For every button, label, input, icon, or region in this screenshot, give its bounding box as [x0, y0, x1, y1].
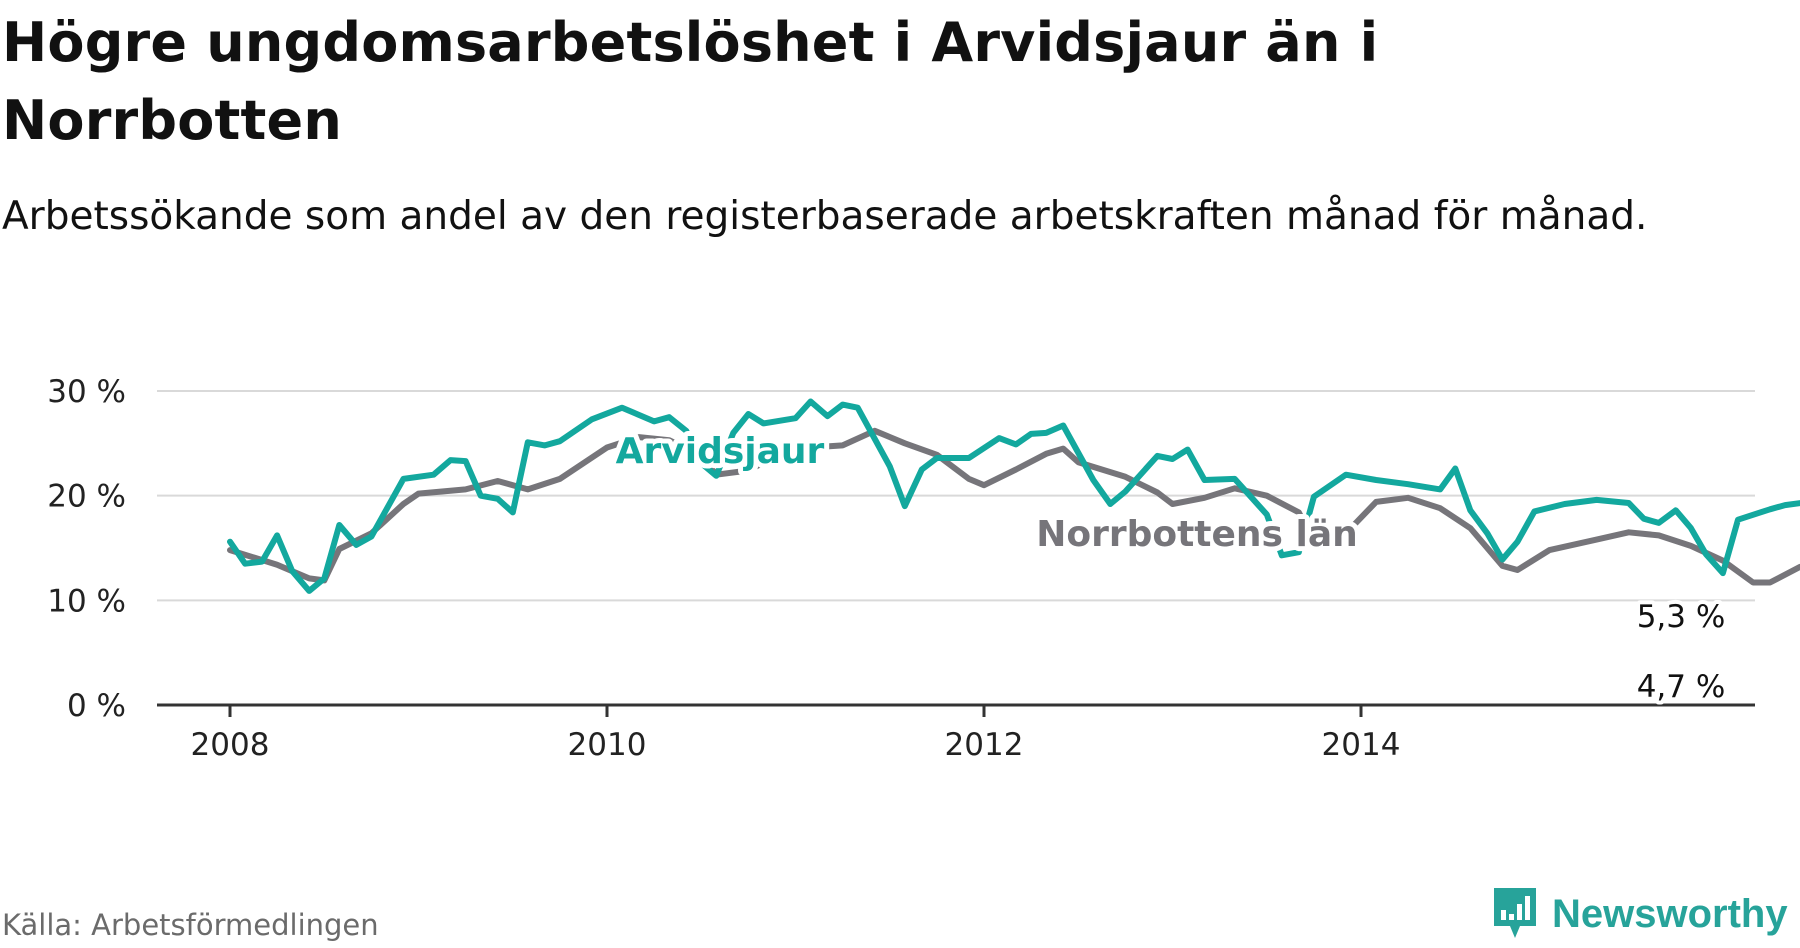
- series-line-arvidsjaur: [227, 398, 1800, 594]
- y-tick-label: 20 %: [47, 479, 126, 515]
- series-label-arvidsjaur: Arvidsjaur: [616, 431, 825, 472]
- brand-logo: Newsworthy: [1490, 884, 1788, 944]
- y-tick-label: 0 %: [67, 688, 126, 724]
- end-value-label-arvidsjaur: 5,3 %: [1637, 599, 1726, 635]
- series-line-norrbottens-l-n: [227, 427, 1800, 586]
- chart-title: Högre ungdomsarbetslöshet i Arvidsjaur ä…: [2, 11, 1379, 152]
- x-tick-label: 2012: [945, 727, 1024, 763]
- x-tick-label: 2014: [1322, 727, 1401, 763]
- axes: 0 %10 %20 %30 %2008201020122014201720192…: [47, 374, 1755, 763]
- brand-name: Newsworthy: [1552, 891, 1788, 936]
- x-tick-label: 2010: [568, 727, 647, 763]
- end-value-label-norrbotten: 4,7 %: [1637, 669, 1726, 705]
- chart-subtitle: Arbetssökande som andel av den registerb…: [2, 194, 1648, 239]
- newsworthy-logo-icon: [1494, 888, 1536, 938]
- series-label-norrbotten: Norrbottens län: [1036, 514, 1358, 555]
- series-lines: [227, 398, 1800, 594]
- series-labels: Arvidsjaur Norrbottens län 5,3 % 4,7 %: [611, 426, 1730, 709]
- x-tick-label: 2008: [191, 727, 270, 763]
- y-tick-label: 30 %: [47, 374, 126, 410]
- source-note: Källa: Arbetsförmedlingen: [2, 908, 379, 942]
- y-tick-label: 10 %: [47, 583, 126, 619]
